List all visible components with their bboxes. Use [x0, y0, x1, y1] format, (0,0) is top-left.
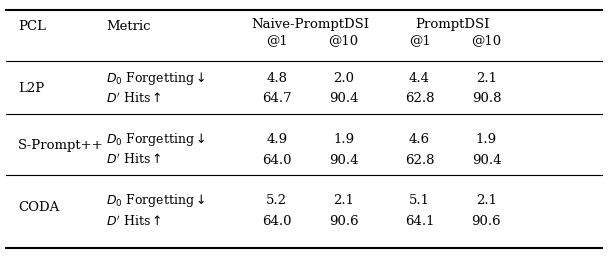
Text: $D'$ Hits$\uparrow$: $D'$ Hits$\uparrow$ — [106, 214, 162, 229]
Text: 4.9: 4.9 — [266, 133, 287, 146]
Text: PCL: PCL — [18, 20, 46, 33]
Text: Metric: Metric — [106, 20, 151, 33]
Text: $D'$ Hits$\uparrow$: $D'$ Hits$\uparrow$ — [106, 153, 162, 167]
Text: PromptDSI: PromptDSI — [416, 18, 490, 31]
Text: 2.1: 2.1 — [476, 72, 497, 84]
Text: 90.4: 90.4 — [329, 92, 358, 105]
Text: S-Prompt++: S-Prompt++ — [18, 140, 104, 152]
Text: 1.9: 1.9 — [476, 133, 497, 146]
Text: 2.1: 2.1 — [476, 195, 497, 207]
Text: 62.8: 62.8 — [405, 92, 434, 105]
Text: $D_0$ Forgetting$\downarrow$: $D_0$ Forgetting$\downarrow$ — [106, 193, 206, 209]
Text: 64.0: 64.0 — [262, 154, 291, 166]
Text: $D'$ Hits$\uparrow$: $D'$ Hits$\uparrow$ — [106, 91, 162, 106]
Text: 90.8: 90.8 — [472, 92, 501, 105]
Text: L2P: L2P — [18, 82, 44, 95]
Text: 2.0: 2.0 — [333, 72, 354, 84]
Text: 64.0: 64.0 — [262, 215, 291, 228]
Text: CODA: CODA — [18, 201, 60, 214]
Text: 90.4: 90.4 — [472, 154, 501, 166]
Text: 5.1: 5.1 — [409, 195, 430, 207]
Text: 4.4: 4.4 — [409, 72, 430, 84]
Text: $D_0$ Forgetting$\downarrow$: $D_0$ Forgetting$\downarrow$ — [106, 131, 206, 148]
Text: 1.9: 1.9 — [333, 133, 354, 146]
Text: 90.6: 90.6 — [329, 215, 358, 228]
Text: Naive-PromptDSI: Naive-PromptDSI — [251, 18, 369, 31]
Text: 4.6: 4.6 — [409, 133, 430, 146]
Text: @1: @1 — [409, 35, 430, 47]
Text: 64.1: 64.1 — [405, 215, 434, 228]
Text: 90.6: 90.6 — [472, 215, 501, 228]
Text: 64.7: 64.7 — [262, 92, 291, 105]
Text: @10: @10 — [471, 35, 502, 47]
Text: 5.2: 5.2 — [266, 195, 287, 207]
Text: 62.8: 62.8 — [405, 154, 434, 166]
Text: 90.4: 90.4 — [329, 154, 358, 166]
Text: @10: @10 — [328, 35, 359, 47]
Text: $D_0$ Forgetting$\downarrow$: $D_0$ Forgetting$\downarrow$ — [106, 70, 206, 87]
Text: 2.1: 2.1 — [333, 195, 354, 207]
Text: 4.8: 4.8 — [266, 72, 287, 84]
Text: @1: @1 — [266, 35, 288, 47]
